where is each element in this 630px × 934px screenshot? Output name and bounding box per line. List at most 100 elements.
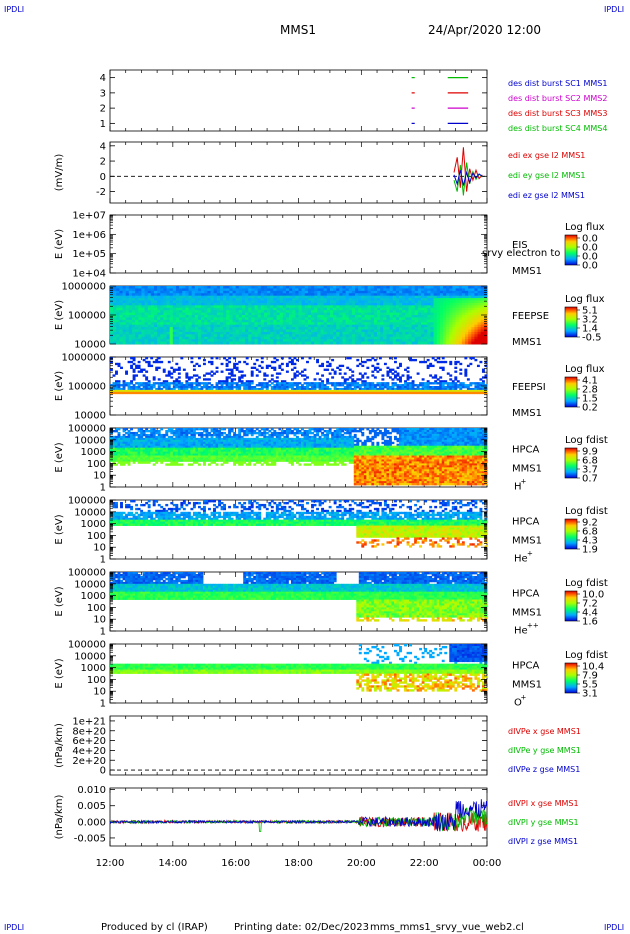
- spectrogram-cell: [157, 286, 161, 289]
- spectrogram-cell: [377, 336, 381, 340]
- spectrogram-cell: [147, 455, 151, 458]
- spectrogram-cell: [367, 288, 372, 292]
- spectrogram-cell: [122, 435, 126, 439]
- spectrogram-cell: [130, 360, 134, 364]
- spectrogram-cell: [157, 305, 161, 309]
- spectrogram-cell: [138, 331, 142, 335]
- spectrogram-cell: [336, 331, 340, 335]
- spectrogram-cell: [245, 300, 249, 304]
- spectrogram-cell: [320, 315, 325, 318]
- spectrogram-cell: [380, 341, 384, 345]
- spectrogram-cell: [254, 305, 259, 309]
- spectrogram-cell: [137, 391, 141, 395]
- spectrogram-cell: [122, 295, 127, 299]
- spectrogram-cell: [255, 368, 259, 371]
- spectrogram-cell: [122, 339, 127, 342]
- spectrogram-cell: [226, 310, 230, 313]
- spectrogram-cell: [373, 295, 378, 299]
- spectrogram-cell: [273, 305, 277, 309]
- spectrogram-cell: [364, 341, 369, 345]
- spectrogram-cell: [282, 341, 287, 345]
- spectrogram-cell: [389, 331, 394, 335]
- spectrogram-cell: [226, 329, 230, 333]
- spectrogram-cell: [358, 319, 362, 323]
- spectrogram-cell: [388, 368, 392, 371]
- spectrogram-cell: [155, 387, 159, 391]
- spectrogram-cell: [185, 322, 189, 326]
- spectrogram-cell: [197, 302, 202, 306]
- spectrogram-cell: [329, 334, 334, 338]
- spectrogram-cell: [135, 312, 139, 316]
- spectrogram-cell: [363, 382, 367, 385]
- spectrogram-cell: [119, 315, 123, 318]
- spectrogram-cell: [468, 324, 472, 328]
- spectrogram-cell: [223, 329, 227, 333]
- spectrogram-cell: [216, 315, 221, 318]
- spectrogram-cell: [229, 290, 233, 294]
- spectrogram-cell: [194, 327, 199, 330]
- spectrogram-cell: [110, 312, 114, 316]
- spectrogram-cell: [188, 302, 193, 306]
- spectrogram-cell: [204, 331, 208, 335]
- spectrogram-cell: [468, 329, 472, 333]
- spectrogram-cell: [405, 324, 409, 328]
- spectrogram-cell: [388, 389, 392, 393]
- spectrogram-cell: [431, 357, 435, 360]
- spectrogram-cell: [411, 331, 416, 335]
- spectrogram-cell: [253, 391, 257, 395]
- spectrogram-cell: [345, 302, 350, 306]
- spectrogram-cell: [477, 329, 482, 333]
- spectrogram-cell: [333, 384, 337, 387]
- spectrogram-cell: [421, 387, 425, 391]
- spectrogram-cell: [409, 387, 412, 391]
- spectrogram-cell: [180, 386, 184, 389]
- spectrogram-cell: [145, 449, 149, 452]
- spectrogram-cell: [245, 319, 249, 323]
- spectrogram-cell: [301, 288, 306, 292]
- spectrogram-cell: [301, 389, 304, 393]
- spectrogram-cell: [253, 366, 257, 369]
- spectrogram-cell: [366, 366, 370, 369]
- spectrogram-cell: [399, 380, 402, 383]
- spectrogram-cell: [282, 336, 287, 340]
- spectrogram-cell: [245, 387, 249, 391]
- spectrogram-cell: [461, 298, 466, 301]
- spectrogram-cell: [260, 384, 264, 387]
- spectrogram-cell: [263, 305, 268, 309]
- spectrogram-cell: [351, 298, 356, 301]
- spectrogram-cell: [285, 384, 289, 387]
- spectrogram-cell: [233, 374, 237, 377]
- spectrogram-cell: [119, 312, 123, 316]
- spectrogram-cell: [338, 368, 342, 371]
- spectrogram-cell: [141, 331, 145, 335]
- spectrogram-cell: [333, 339, 337, 342]
- spectrogram-cell: [110, 429, 113, 433]
- spectrogram-cell: [351, 334, 356, 338]
- spectrogram-cell: [273, 339, 277, 342]
- spectrogram-cell: [166, 334, 171, 338]
- spectrogram-cell: [260, 334, 265, 338]
- spectrogram-cell: [465, 307, 469, 311]
- spectrogram-cell: [468, 298, 472, 301]
- spectrogram-cell: [157, 445, 161, 449]
- spectrogram-cell: [311, 391, 314, 395]
- spectrogram-cell: [307, 290, 312, 294]
- spectrogram-cell: [408, 339, 412, 342]
- spectrogram-cell: [377, 341, 381, 345]
- spectrogram-cell: [167, 386, 171, 389]
- spectrogram-cell: [329, 339, 334, 342]
- spectrogram-cell: [483, 327, 488, 330]
- spectrogram-cell: [250, 370, 254, 373]
- spectrogram-cell: [144, 331, 149, 335]
- spectrogram-cell: [135, 451, 139, 454]
- spectrogram-cell: [474, 302, 478, 306]
- spectrogram-cell: [320, 317, 325, 321]
- spectrogram-cell: [122, 298, 127, 301]
- spectrogram-cell: [380, 339, 384, 342]
- spectrogram-cell: [135, 322, 139, 326]
- spectrogram-cell: [150, 329, 155, 333]
- spectrogram-cell: [301, 290, 306, 294]
- spectrogram-cell: [169, 312, 174, 316]
- spectrogram-cell: [150, 445, 154, 449]
- spectrogram-cell: [331, 391, 335, 395]
